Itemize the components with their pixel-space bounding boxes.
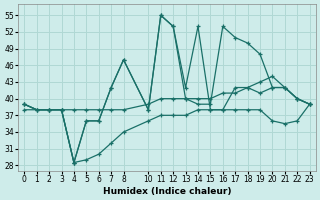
X-axis label: Humidex (Indice chaleur): Humidex (Indice chaleur): [103, 187, 231, 196]
